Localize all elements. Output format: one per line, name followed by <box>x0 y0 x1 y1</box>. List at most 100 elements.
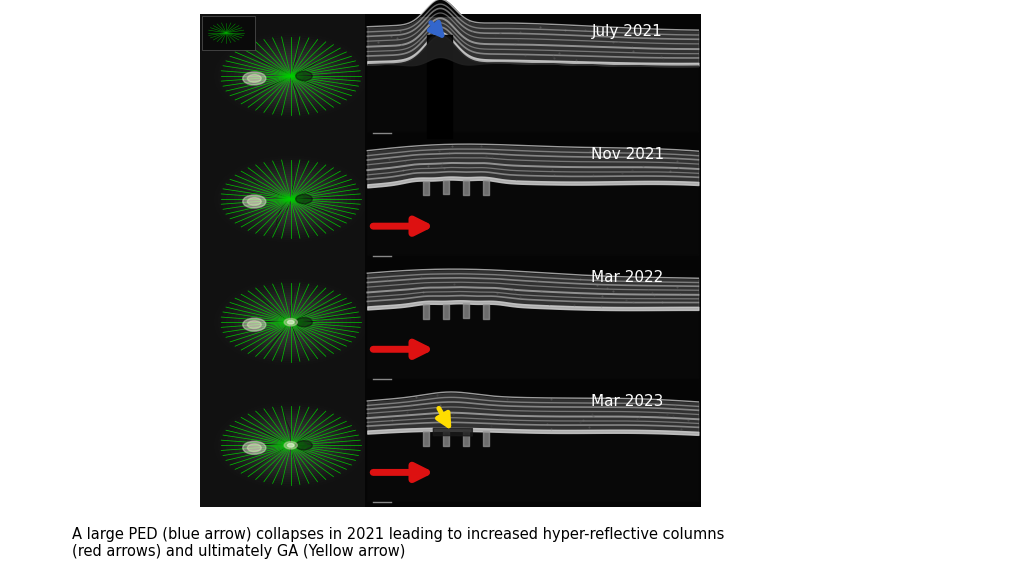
Circle shape <box>234 414 347 477</box>
Text: July 2021: July 2021 <box>592 24 663 39</box>
Circle shape <box>255 302 327 343</box>
Circle shape <box>234 291 347 354</box>
Bar <box>202 16 255 50</box>
Circle shape <box>218 35 362 116</box>
Circle shape <box>263 306 318 338</box>
Circle shape <box>266 62 314 89</box>
Circle shape <box>259 181 323 217</box>
Circle shape <box>239 416 343 475</box>
Circle shape <box>248 74 261 82</box>
Text: Mar 2022: Mar 2022 <box>591 271 664 286</box>
Circle shape <box>251 54 331 98</box>
Circle shape <box>243 418 339 472</box>
Circle shape <box>284 319 297 326</box>
Bar <box>366 260 701 384</box>
Circle shape <box>288 444 294 447</box>
Circle shape <box>234 168 347 230</box>
Circle shape <box>243 172 339 226</box>
Circle shape <box>218 282 362 363</box>
Text: A large PED (blue arrow) collapses in 2021 leading to increased hyper-reflective: A large PED (blue arrow) collapses in 20… <box>72 527 724 559</box>
Bar <box>200 384 366 507</box>
Circle shape <box>226 163 355 235</box>
Circle shape <box>251 300 331 345</box>
Circle shape <box>287 197 295 202</box>
Circle shape <box>270 188 311 210</box>
Circle shape <box>255 56 327 96</box>
Bar <box>200 14 701 507</box>
Circle shape <box>251 176 331 222</box>
Circle shape <box>239 47 343 105</box>
Circle shape <box>279 69 303 83</box>
Text: Mar 2023: Mar 2023 <box>591 393 664 408</box>
Circle shape <box>263 430 318 461</box>
Text: Nov 2021: Nov 2021 <box>591 147 664 162</box>
Circle shape <box>287 443 295 448</box>
Bar <box>200 14 366 138</box>
Circle shape <box>296 317 312 327</box>
Circle shape <box>243 295 339 349</box>
Circle shape <box>247 175 335 224</box>
Circle shape <box>226 286 355 358</box>
Bar <box>366 138 701 260</box>
Bar <box>200 260 366 384</box>
Circle shape <box>296 71 312 81</box>
Circle shape <box>251 423 331 468</box>
Circle shape <box>222 407 358 484</box>
Circle shape <box>230 411 351 479</box>
Circle shape <box>243 441 266 454</box>
Circle shape <box>248 198 261 206</box>
Circle shape <box>218 158 362 240</box>
Circle shape <box>239 170 343 229</box>
Bar <box>366 384 701 507</box>
Circle shape <box>263 183 318 215</box>
Circle shape <box>287 320 295 324</box>
Circle shape <box>296 195 312 204</box>
Circle shape <box>222 161 358 237</box>
Circle shape <box>266 432 314 459</box>
Circle shape <box>230 42 351 110</box>
Circle shape <box>288 320 294 324</box>
Circle shape <box>270 311 311 334</box>
Circle shape <box>222 37 358 114</box>
Circle shape <box>218 405 362 486</box>
Bar <box>200 138 366 260</box>
Circle shape <box>222 284 358 361</box>
Circle shape <box>226 40 355 112</box>
Circle shape <box>283 441 299 450</box>
Circle shape <box>279 438 303 452</box>
Circle shape <box>234 44 347 108</box>
Circle shape <box>283 318 299 327</box>
Circle shape <box>230 165 351 233</box>
Circle shape <box>274 190 307 208</box>
Circle shape <box>274 313 307 331</box>
Circle shape <box>259 427 323 463</box>
Circle shape <box>215 279 367 365</box>
Circle shape <box>259 58 323 94</box>
Circle shape <box>283 71 299 81</box>
Circle shape <box>287 74 295 78</box>
Circle shape <box>259 304 323 340</box>
Circle shape <box>255 179 327 219</box>
Circle shape <box>255 425 327 465</box>
Circle shape <box>239 293 343 351</box>
Circle shape <box>226 409 355 482</box>
Bar <box>366 14 701 138</box>
Circle shape <box>215 403 367 488</box>
Circle shape <box>279 192 303 206</box>
Circle shape <box>215 156 367 242</box>
Circle shape <box>247 420 335 470</box>
Circle shape <box>266 309 314 336</box>
Circle shape <box>243 72 266 85</box>
Circle shape <box>247 51 335 101</box>
Circle shape <box>284 442 297 449</box>
Circle shape <box>243 49 339 103</box>
Circle shape <box>243 195 266 208</box>
Circle shape <box>296 441 312 450</box>
Circle shape <box>247 297 335 347</box>
Circle shape <box>215 33 367 119</box>
Circle shape <box>283 195 299 203</box>
Circle shape <box>243 318 266 331</box>
Circle shape <box>279 316 303 329</box>
Circle shape <box>230 289 351 356</box>
Circle shape <box>248 444 261 452</box>
